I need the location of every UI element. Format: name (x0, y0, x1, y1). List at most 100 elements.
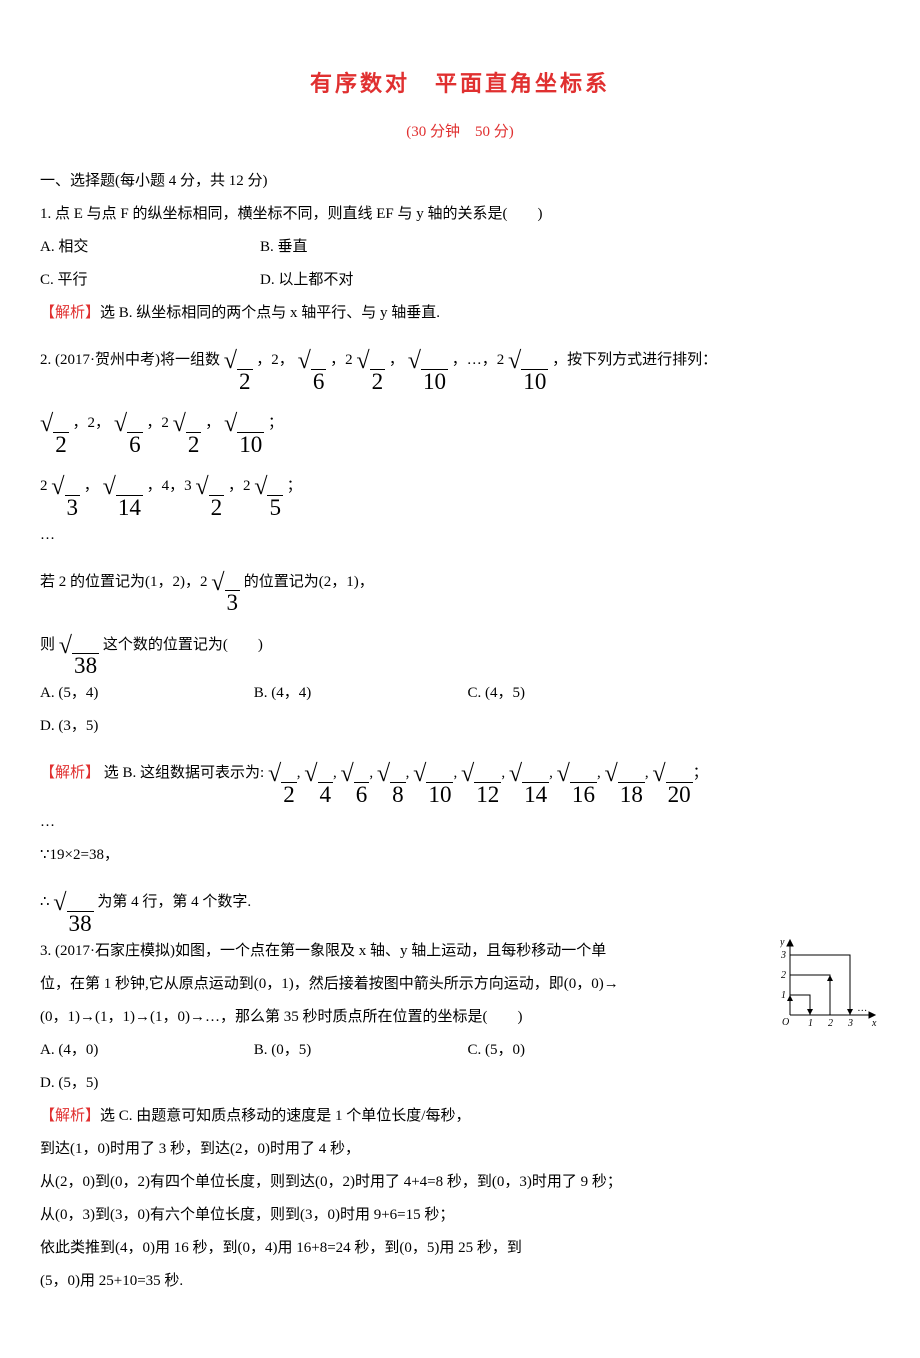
analysis-label: 【解析】 (40, 305, 100, 321)
q2-then: 则 √38 这个数的位置记为( ) (40, 615, 880, 678)
q3-analysis-line-b: 到达(1，0)时用了 3 秒，到达(2，0)时用了 4 秒， (40, 1133, 880, 1166)
q3-analysis-line-a: 【解析】选 C. 由题意可知质点移动的速度是 1 个单位长度/每秒， (40, 1100, 880, 1133)
q2-stem-c: ，2 (330, 352, 353, 368)
seq-s20-icon: √20 (652, 743, 692, 806)
q2-row1-end: ； (268, 415, 283, 431)
q2-row1: √2 ，2， √6 ，2 √2 ， √10 ； (40, 393, 880, 456)
sqrt-2b-icon: √2 (356, 330, 385, 393)
svg-text:2: 2 (781, 970, 786, 981)
svg-text:1: 1 (781, 990, 786, 1001)
q3-path-figure-icon: O x y 1 2 3 1 2 3 … (780, 935, 880, 1030)
svg-text:x: x (871, 1018, 877, 1029)
sqrt-r1-6-icon: √6 (114, 393, 143, 456)
q2-row1-b: ，2 (146, 415, 169, 431)
sqrt-r1-2-icon: √2 (40, 393, 69, 456)
section-1-heading: 一、选择题(每小题 4 分，共 12 分) (40, 165, 880, 198)
svg-text:1: 1 (808, 1018, 813, 1029)
q2-row-ell: … (40, 519, 880, 552)
analysis-label-2: 【解析】 (40, 765, 100, 781)
q1-options-row2: C. 平行 D. 以上都不对 (40, 264, 880, 297)
seq-s18-icon: √18 (605, 743, 645, 806)
q2-cond-a: 若 2 的位置记为(1，2)，2 (40, 574, 208, 590)
seq-end: ； (693, 765, 708, 781)
q2-opt-a: A. (5，4) (40, 677, 250, 710)
seq-s16-icon: √16 (557, 743, 597, 806)
q2-stem-e: ，…，2 (452, 352, 505, 368)
q3-stem-2: 位，在第 1 秒钟,它从原点运动到(0，1)，然后接着按图中箭头所示方向运动，即… (40, 968, 880, 1001)
q2-analysis-ell: … (40, 806, 880, 839)
q3-stem-3: (0，1)→(1，1)→(1，0)→…，那么第 35 秒时质点所在位置的坐标是(… (40, 1001, 880, 1034)
sqrt-2-icon: √2 (224, 330, 253, 393)
q2-stem: 2. (2017·贺州中考)将一组数 √2 ，2， √6 ，2 √2 ， √10… (40, 330, 880, 393)
q2-row1-a: ，2， (73, 415, 111, 431)
sqrt-r2-2-icon: √2 (195, 456, 224, 519)
q3-opt-c: C. (5，0) (468, 1034, 678, 1067)
q3-opt-a: A. (4，0) (40, 1034, 250, 1067)
q2-row1-c: ， (205, 415, 220, 431)
q2-opt-c: C. (4，5) (468, 677, 678, 710)
q3-opt-b: B. (0，5) (254, 1034, 464, 1067)
sqrt-cond-3-icon: √3 (211, 552, 240, 615)
q2-stem-a: 2. (2017·贺州中考)将一组数 (40, 352, 220, 368)
q2-analysis-a: 选 B. 这组数据可表示为: (104, 765, 268, 781)
sqrt-r2-3-icon: √3 (51, 456, 80, 519)
svg-text:3: 3 (847, 1018, 853, 1029)
q2-cond: 若 2 的位置记为(1，2)，2 √3 的位置记为(2，1)， (40, 552, 880, 615)
q2-analysis-since: ∵19×2=38， (40, 839, 880, 872)
q1-opt-a: A. 相交 (40, 231, 260, 264)
q3-analysis-a: 选 C. 由题意可知质点移动的速度是 1 个单位长度/每秒， (100, 1108, 470, 1124)
svg-text:3: 3 (780, 950, 786, 961)
q2-then-a: 则 (40, 637, 55, 653)
q2-options: A. (5，4) B. (4，4) C. (4，5) D. (3，5) (40, 677, 880, 743)
q2-row2-c: ，4，3 (147, 478, 192, 494)
seq-s10-icon: √10 (413, 743, 453, 806)
q3-analysis-line-c: 从(2，0)到(0，2)有四个单位长度，则到达(0，2)时用了 4+4=8 秒，… (40, 1166, 880, 1199)
svg-text:…: … (858, 1003, 867, 1014)
q2-cond-b: 的位置记为(2，1)， (244, 574, 374, 590)
seq-s4-icon: √4 (304, 743, 333, 806)
seq-s8-icon: √8 (377, 743, 406, 806)
q3-analysis-line-d: 从(0，3)到(3，0)有六个单位长度，则到(3，0)时用 9+6=15 秒； (40, 1199, 880, 1232)
seq-s6-icon: √6 (341, 743, 370, 806)
q1-opt-d: D. 以上都不对 (260, 264, 480, 297)
sqrt-38-icon: √38 (59, 615, 99, 678)
svg-text:2: 2 (828, 1018, 833, 1029)
q2-row2: 2 √3 ， √14 ，4，3 √2 ，2 √5 ； (40, 456, 880, 519)
q3-stem-1: 3. (2017·石家庄模拟)如图，一个点在第一象限及 x 轴、y 轴上运动，且… (40, 935, 880, 968)
q3-options: A. (4，0) B. (0，5) C. (5，0) D. (5，5) (40, 1034, 880, 1100)
q2-analysis-line1: 【解析】 选 B. 这组数据可表示为: √2, √4, √6, √8, √10,… (40, 743, 880, 806)
q1-opt-b: B. 垂直 (260, 231, 480, 264)
sqrt-38b-icon: √38 (53, 872, 93, 935)
q2-analysis-therefore: ∴ √38 为第 4 行，第 4 个数字. (40, 872, 880, 935)
q2-row2-a: 2 (40, 478, 48, 494)
svg-text:O: O (782, 1017, 789, 1028)
q1-stem: 1. 点 E 与点 F 的纵坐标相同，横坐标不同，则直线 EF 与 y 轴的关系… (40, 198, 880, 231)
q2-row2-d: ，2 (228, 478, 251, 494)
q2-opt-d: D. (3，5) (40, 710, 250, 743)
svg-text:y: y (780, 937, 785, 948)
seq-s2-icon: √2 (268, 743, 297, 806)
sqrt-10-icon: √10 (408, 330, 448, 393)
q2-stem-d: ， (389, 352, 404, 368)
sqrt-6-icon: √6 (298, 330, 327, 393)
q1-opt-c: C. 平行 (40, 264, 260, 297)
q3-opt-d: D. (5，5) (40, 1067, 250, 1100)
q1-analysis-text: 选 B. 纵坐标相同的两个点与 x 轴平行、与 y 轴垂直. (100, 305, 440, 321)
q3-analysis-line-f: (5，0)用 25+10=35 秒. (40, 1265, 880, 1298)
q2-then-b: 这个数的位置记为( ) (103, 637, 263, 653)
q2-therefore-a: ∴ (40, 894, 50, 910)
seq-s12-icon: √12 (461, 743, 501, 806)
sqrt-10b-icon: √10 (508, 330, 548, 393)
analysis-label-3: 【解析】 (40, 1108, 100, 1124)
sqrt-r1-2b-icon: √2 (173, 393, 202, 456)
q2-stem-b: ，2， (256, 352, 294, 368)
doc-subtitle: (30 分钟 50 分) (40, 116, 880, 149)
q1-analysis: 【解析】选 B. 纵坐标相同的两个点与 x 轴平行、与 y 轴垂直. (40, 297, 880, 330)
q1-options-row1: A. 相交 B. 垂直 (40, 231, 880, 264)
sqrt-r2-14-icon: √14 (103, 456, 143, 519)
seq-s14-icon: √14 (509, 743, 549, 806)
q2-stem-f: ，按下列方式进行排列： (552, 352, 717, 368)
q2-opt-b: B. (4，4) (254, 677, 464, 710)
q2-row2-b: ， (84, 478, 99, 494)
q3-analysis-line-e: 依此类推到(4，0)用 16 秒，到(0，4)用 16+8=24 秒，到(0，5… (40, 1232, 880, 1265)
